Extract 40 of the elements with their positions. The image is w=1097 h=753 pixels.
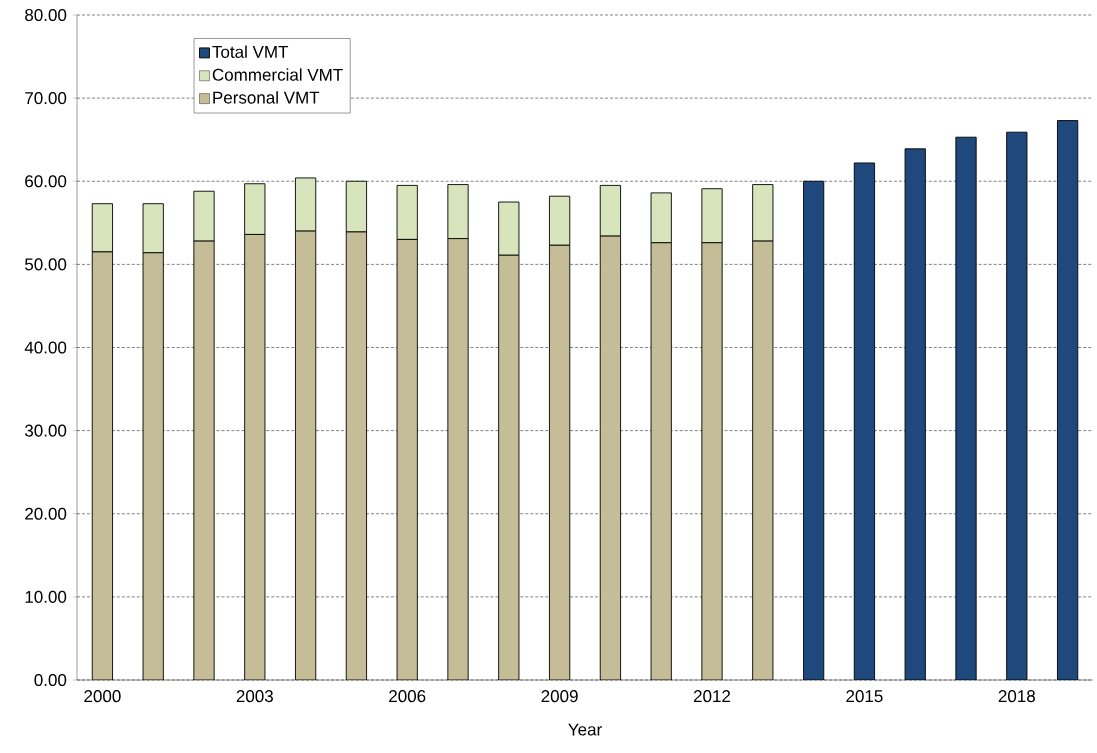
y-tick-label: 50.00 <box>25 258 67 271</box>
x-tick-label: 2003 <box>236 690 273 703</box>
y-tick-label: 20.00 <box>25 507 67 520</box>
x-tick-label: 2009 <box>541 690 578 703</box>
y-tick-label: 10.00 <box>25 590 67 603</box>
y-tick-label: 40.00 <box>24 341 67 354</box>
bar <box>294 230 317 680</box>
y-tick-label: 80.00 <box>25 8 67 22</box>
bar <box>193 240 215 680</box>
legend-label: Personal VMT <box>213 91 320 104</box>
y-tick-label: 60.00 <box>25 175 67 188</box>
bar <box>803 180 825 680</box>
bar <box>345 231 368 680</box>
x-axis-title: Year <box>568 723 602 736</box>
bar <box>752 240 774 680</box>
legend-label: Commercial VMT <box>212 68 343 81</box>
bar <box>904 148 926 680</box>
bar <box>396 238 418 680</box>
bar <box>1006 131 1028 680</box>
bar <box>447 238 469 680</box>
legend-label: Total VMT <box>212 45 289 58</box>
bar <box>498 254 520 680</box>
x-tick-label: 2018 <box>998 690 1035 703</box>
x-tick-label: 2012 <box>693 690 731 703</box>
bar <box>244 234 266 680</box>
x-tick-label: 2006 <box>389 690 426 703</box>
bar <box>955 136 977 680</box>
x-tick-label: 2000 <box>84 690 121 703</box>
bar <box>701 242 723 680</box>
y-tick-label: 70.00 <box>25 92 67 105</box>
bar <box>853 162 876 680</box>
bar <box>142 252 164 680</box>
bar <box>549 244 571 680</box>
y-tick-label: 0.00 <box>34 673 67 687</box>
bar <box>599 235 622 680</box>
x-tick-label: 2015 <box>846 690 883 703</box>
y-tick-label: 30.00 <box>24 424 67 437</box>
bar <box>91 251 114 680</box>
bar <box>650 242 672 680</box>
bar <box>1057 120 1079 680</box>
